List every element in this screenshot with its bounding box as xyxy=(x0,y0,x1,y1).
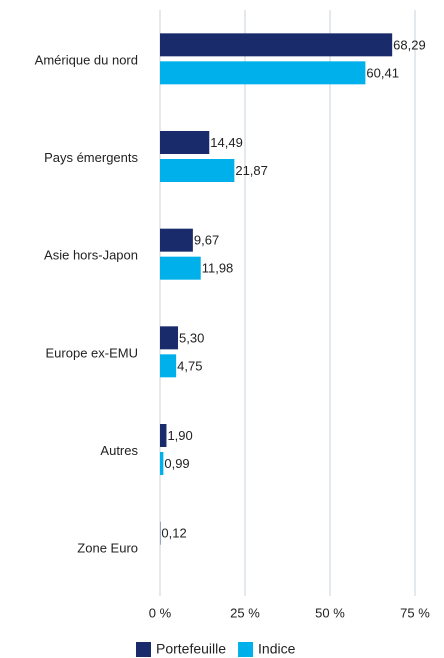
bar xyxy=(160,424,167,447)
bar xyxy=(160,326,179,350)
y-tick-label: Zone Euro xyxy=(77,541,138,556)
data-label: 68,29 xyxy=(393,37,426,52)
y-tick-label: Pays émergents xyxy=(44,150,138,165)
bar xyxy=(160,159,235,182)
data-label: 14,49 xyxy=(210,135,243,150)
y-tick-label: Asie hors-Japon xyxy=(44,248,138,263)
x-tick-label: 50 % xyxy=(315,605,345,620)
bar xyxy=(160,228,193,252)
bar xyxy=(160,61,366,85)
y-tick-label: Amérique du nord xyxy=(35,52,138,67)
bar xyxy=(160,354,177,378)
bar xyxy=(160,452,164,475)
legend-label: Indice xyxy=(258,641,296,657)
data-label: 60,41 xyxy=(366,65,399,80)
bar xyxy=(160,256,201,280)
legend-label: Portefeuille xyxy=(156,641,226,657)
bar xyxy=(160,33,393,57)
data-label: 4,75 xyxy=(177,358,202,373)
data-label: 0,12 xyxy=(161,526,186,541)
x-tick-label: 75 % xyxy=(400,605,430,620)
data-label: 1,90 xyxy=(167,428,192,443)
data-label: 5,30 xyxy=(179,330,204,345)
data-label: 0,99 xyxy=(164,456,189,471)
bar xyxy=(160,131,210,154)
legend-swatch xyxy=(238,642,254,657)
x-tick-label: 0 % xyxy=(149,605,172,620)
data-label: 11,98 xyxy=(202,261,234,276)
y-tick-label: Europe ex-EMU xyxy=(46,345,138,360)
legend-swatch xyxy=(136,642,151,657)
data-label: 9,67 xyxy=(194,233,219,248)
y-tick-label: Autres xyxy=(100,443,138,458)
x-tick-label: 25 % xyxy=(230,605,260,620)
data-label: 21,87 xyxy=(235,163,268,178)
